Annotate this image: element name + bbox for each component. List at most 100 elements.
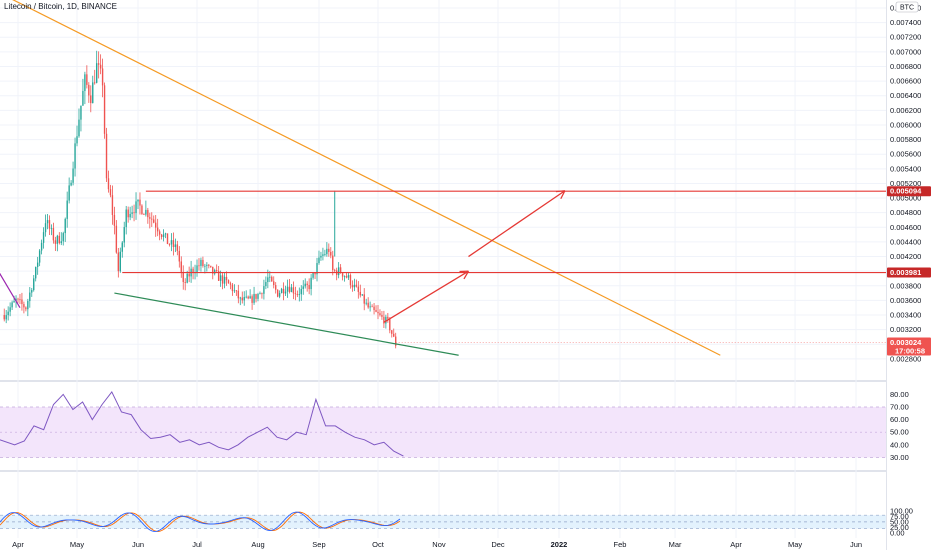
candle-body: [3, 315, 5, 320]
candle-body: [320, 255, 322, 258]
price-tick-label: 0.005600: [890, 150, 921, 159]
candle-body: [44, 223, 47, 233]
candle-body: [147, 209, 149, 218]
time-tick-label: Oct: [372, 540, 385, 549]
time-tick-label: Jul: [192, 540, 202, 549]
candle-body: [286, 286, 289, 292]
oscillators: [0, 390, 886, 532]
candle-body: [363, 294, 365, 304]
candle-body: [192, 268, 194, 273]
candle-body: [339, 267, 342, 273]
candle-body: [367, 302, 369, 308]
projection-arrow: [383, 270, 469, 323]
price-tick-label: 0.007000: [890, 47, 921, 56]
price-tick-label: 0.005800: [890, 135, 921, 144]
currency-badge[interactable]: BTC: [895, 1, 919, 13]
rsi-band: [0, 407, 886, 458]
candle-body: [23, 304, 25, 308]
candle-body: [349, 275, 352, 286]
candle-body: [25, 307, 27, 310]
candle-body: [121, 242, 123, 252]
candle-body: [184, 282, 186, 283]
candle-body: [86, 74, 88, 85]
price-tick-label: 0.006200: [890, 106, 921, 115]
price-tag-label: 0.005094: [890, 187, 922, 196]
candle-body: [156, 227, 159, 232]
projection-arrowhead: [555, 190, 565, 193]
candle-body: [233, 290, 236, 292]
candle-body: [337, 267, 340, 276]
candle-body: [160, 234, 163, 237]
candle-body: [288, 286, 291, 292]
price-tick-label: 0.006400: [890, 91, 921, 100]
candle-body: [95, 63, 98, 83]
price-tick-label: 0.007400: [890, 18, 921, 27]
time-tick-label: Jun: [132, 540, 144, 549]
price-tick-label: 0.002800: [890, 354, 921, 363]
candle-body: [330, 251, 332, 256]
time-tick-label: May: [788, 540, 802, 549]
pane-separator: [0, 380, 886, 382]
candle-body: [284, 291, 287, 294]
stoch-tick-label: 75.00: [890, 512, 909, 521]
candle-body: [304, 283, 306, 287]
candle-body: [13, 300, 15, 303]
candle-body: [298, 294, 301, 296]
candle-body: [223, 276, 226, 284]
candle-body: [133, 212, 135, 214]
candle-body: [316, 263, 318, 275]
candle-body: [54, 240, 57, 244]
candle-body: [145, 209, 147, 215]
candle-body: [251, 296, 253, 303]
candle-body: [72, 168, 74, 183]
time-tick-label: Dec: [491, 540, 505, 549]
candle-body: [200, 259, 202, 266]
chart-title: Litecoin / Bitcoin, 1D, BINANCE: [4, 2, 117, 11]
price-tag-label: 0.003024: [890, 338, 922, 347]
candle-body: [237, 290, 240, 299]
overlays: [0, 0, 886, 356]
candle-body: [282, 288, 285, 294]
candle-body: [5, 315, 7, 320]
candle-body: [294, 293, 297, 295]
candle-body: [35, 266, 37, 279]
candle-body: [38, 250, 41, 263]
candle-body: [155, 222, 157, 228]
price-tick-label: 0.003800: [890, 281, 921, 290]
candle-body: [371, 306, 373, 308]
candle-body: [66, 200, 68, 219]
price-tag: [887, 337, 931, 356]
candle-body: [212, 266, 214, 274]
candle-body: [249, 296, 251, 299]
projection-arrow: [468, 190, 566, 258]
candle-body: [375, 310, 377, 312]
candle-body: [97, 63, 100, 65]
candle-body: [255, 294, 257, 299]
candle-body: [361, 294, 363, 296]
stoch-tick-label: 50.00: [890, 517, 909, 526]
candle-body: [137, 199, 139, 202]
price-tick-label: 0.004200: [890, 252, 921, 261]
candle-body: [210, 265, 212, 267]
candle-body: [202, 259, 204, 267]
candle-body: [74, 143, 76, 169]
candle-body: [314, 272, 316, 275]
candle-body: [318, 257, 320, 264]
grid: [0, 0, 887, 550]
candle-body: [296, 294, 299, 295]
candle-body: [180, 261, 182, 272]
candle-body: [395, 336, 397, 346]
candle-body: [275, 285, 277, 290]
candle-body: [343, 276, 346, 277]
candle-body: [42, 232, 45, 243]
candle-body: [312, 272, 314, 278]
candle-body: [99, 64, 102, 69]
candle-body: [141, 205, 143, 215]
candle-body: [31, 290, 33, 293]
candle-body: [33, 278, 35, 291]
candle-body: [84, 74, 86, 92]
rsi-tick-label: 30.00: [890, 453, 909, 462]
candle-body: [21, 299, 23, 305]
time-axis[interactable]: Apr May Jun Jul Aug Sep Oct Nov Dec 2022 Feb Mar Apr…: [12, 540, 862, 549]
candle-body: [204, 265, 206, 267]
